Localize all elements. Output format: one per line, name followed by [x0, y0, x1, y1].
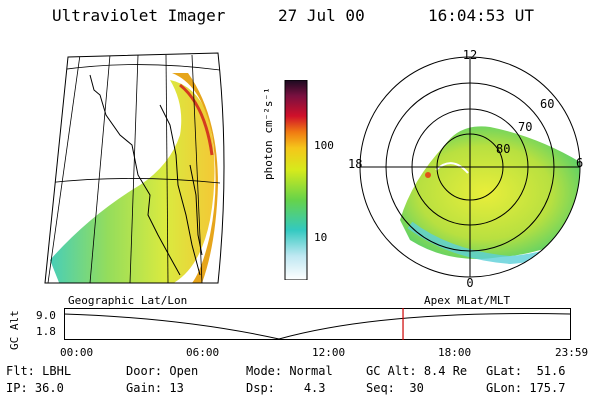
altitude-ylabel: GC Alt [8, 310, 21, 350]
apex-projection-label: Apex MLat/MLT [424, 294, 511, 307]
polar-label-80: 80 [496, 142, 510, 156]
info-dsp: Dsp: 4.3 [246, 381, 326, 395]
info-glon: GLon: 175.7 [486, 381, 566, 395]
altitude-plot [64, 308, 571, 340]
polar-label-70: 70 [518, 120, 532, 134]
xtick-2359: 23:59 [555, 346, 589, 359]
xtick-0600: 06:00 [186, 346, 220, 359]
geographic-projection-label: Geographic Lat/Lon [68, 294, 188, 307]
info-door: Door: Open [126, 364, 199, 378]
polar-label-0: 0 [466, 276, 473, 290]
image-date: 27 Jul 00 [278, 6, 365, 25]
polar-label-60: 60 [540, 97, 554, 111]
image-time: 16:04:53 UT [428, 6, 534, 25]
info-flt: Flt: LBHL [6, 364, 72, 378]
info-gc-alt: GC Alt: 8.4 Re [366, 364, 468, 378]
colorbar-unit-label: photon cm⁻²s⁻¹ [262, 87, 275, 180]
intensity-colorbar [284, 80, 308, 280]
polar-plot: 12 0 18 6 60 70 80 [348, 48, 583, 290]
geographic-map-panel [44, 52, 225, 284]
xtick-1800: 18:00 [438, 346, 472, 359]
aurora-emission-region [50, 80, 215, 283]
colorbar-tick-100: 100 [314, 139, 334, 152]
xtick-0000: 00:00 [60, 346, 94, 359]
info-ip: IP: 36.0 [6, 381, 64, 395]
info-mode: Mode: Normal [246, 364, 333, 378]
polar-label-18: 18 [348, 157, 362, 171]
polar-label-12: 12 [463, 48, 477, 62]
info-gain: Gain: 13 [126, 381, 184, 395]
info-seq: Seq: 30 [366, 381, 424, 395]
polar-aurora-region [400, 126, 580, 259]
info-glat: GLat: 51.6 [486, 364, 566, 378]
instrument-title: Ultraviolet Imager [52, 6, 226, 25]
xtick-1200: 12:00 [312, 346, 346, 359]
colorbar-tick-10: 10 [314, 231, 328, 244]
altitude-curve [64, 313, 571, 340]
altitude-ytick-min: 1.8 [36, 325, 56, 338]
polar-label-6: 6 [576, 156, 583, 170]
altitude-ytick-max: 9.0 [36, 309, 56, 322]
